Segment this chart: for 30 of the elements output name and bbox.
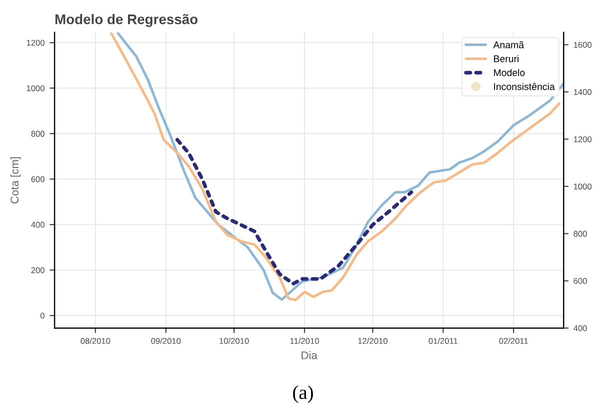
x-tick-label: 11/2010	[290, 338, 319, 344]
x-tick-label: 08/2010	[80, 338, 110, 344]
legend-label: Anamã	[493, 41, 524, 48]
y-tick-label: 600	[31, 176, 44, 182]
y-tick-label: 800	[31, 130, 44, 137]
x-tick-label: 02/2011	[499, 338, 528, 344]
y-axis-title: Cota [cm]	[10, 157, 21, 204]
x-tick-label: 10/2010	[220, 338, 249, 344]
x-tick-label: 01/2011	[428, 338, 458, 344]
y2-tick-label: 1400	[574, 89, 592, 96]
x-tick-label: 09/2010	[151, 338, 181, 344]
y2-tick-label: 1600	[574, 42, 592, 48]
y2-tick-label: 400	[573, 325, 587, 332]
y-tick-label: 1200	[26, 40, 44, 46]
y2-tick-label: 600	[574, 278, 587, 284]
chart-title: Modelo de Regressão	[55, 14, 198, 28]
y2-tick-label: 1200	[574, 136, 592, 142]
line-series	[175, 138, 414, 286]
legend-label: Modelo	[494, 69, 525, 76]
text: (a)	[293, 385, 313, 403]
y-tick-label: 200	[31, 267, 44, 274]
y2-tick-label: 1000	[574, 184, 592, 190]
y2-tick-label: 800	[574, 230, 587, 237]
y-tick-label: 1000	[26, 85, 44, 92]
y-tick-label: 400	[31, 222, 44, 228]
legend-label: Beruri	[494, 55, 519, 62]
x-tick-label: 12/2010	[358, 338, 388, 344]
x-axis-title: Dia	[302, 351, 318, 360]
y-tick-label: 0	[40, 312, 44, 319]
legend-label: Inconsistência	[494, 82, 555, 90]
